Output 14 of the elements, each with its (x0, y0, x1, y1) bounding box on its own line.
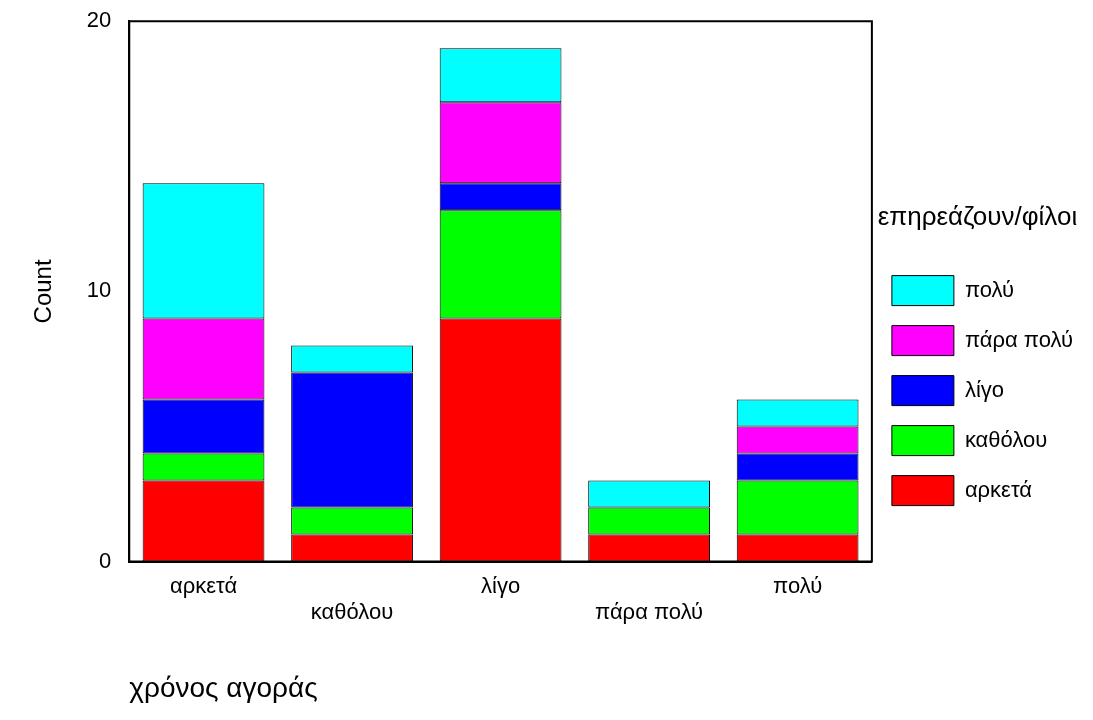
y-tick-label: 20 (86, 7, 112, 33)
legend-label: καθόλου (964, 426, 1048, 452)
x-tick-label: αρκετά (169, 572, 238, 598)
legend-label: λίγο (964, 376, 1004, 402)
legend-title: επηρεάζουν/φίλοι (877, 200, 1078, 231)
x-tick-label: πολύ (773, 572, 823, 598)
legend-label: αρκετά (964, 476, 1033, 502)
legend-label: πάρα πολύ (964, 326, 1073, 352)
x-tick-label: λίγο (481, 572, 521, 598)
legend-label: πολύ (964, 276, 1015, 302)
x-axis-title: χρόνος αγοράς (129, 671, 318, 703)
y-tick-label: 0 (99, 547, 112, 573)
y-tick-label: 10 (86, 277, 112, 303)
y-axis-title: Count (29, 259, 57, 324)
